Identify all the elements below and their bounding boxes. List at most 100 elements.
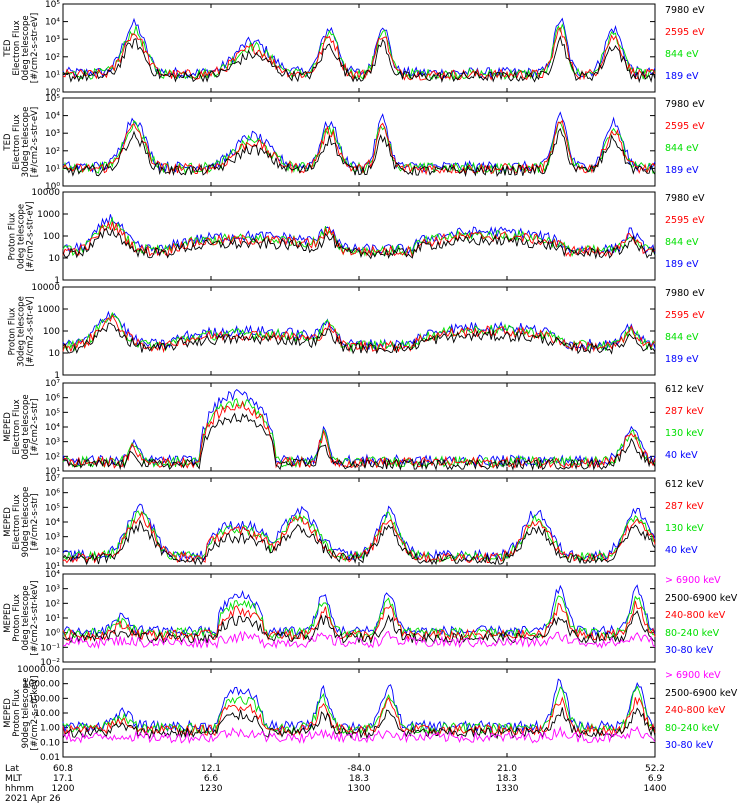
x-row-label: hhmm — [5, 784, 34, 794]
y-tick-label: 1000 — [37, 210, 60, 220]
x-tick-label: 21.0 — [496, 764, 518, 774]
legend-entry: 189 eV — [665, 259, 699, 270]
legend-entry: 240-800 keV — [665, 705, 726, 717]
legend-entry: 40 keV — [665, 450, 698, 461]
y-tick-label: 0.01 — [40, 753, 60, 763]
legend-entry: 7980 eV — [665, 288, 705, 299]
legend-entry: 287 keV — [665, 406, 704, 417]
y-tick-label: 100.00 — [29, 694, 61, 704]
y-tick-label: 10⁶ — [45, 489, 60, 499]
panel-ylabel: TED Electron Flux 0deg telescope [#/cm2-s-s… — [3, 4, 40, 92]
y-tick-label: 10⁵ — [45, 94, 60, 104]
legend-entry: 7980 eV — [665, 5, 705, 16]
legend-entry: 612 keV — [665, 384, 704, 395]
y-tick-label: 10³ — [45, 533, 60, 543]
y-tick-label: 10000 — [31, 283, 60, 293]
ylabel-line: [#/cm2-s-str] — [30, 493, 40, 551]
legend-entry: 844 eV — [665, 237, 699, 248]
y-tick-label: 10⁰ — [45, 629, 60, 639]
legend-entry: > 6900 keV — [665, 670, 721, 681]
y-tick-label: 10² — [45, 147, 60, 157]
legend-entry: > 6900 keV — [665, 575, 721, 586]
series-trace — [62, 610, 656, 645]
y-tick-label: 10³ — [45, 35, 60, 45]
legend-entry: 7980 eV — [665, 99, 705, 110]
x-tick-label: 1400 — [643, 784, 667, 794]
y-tick-label: 10¹ — [45, 467, 60, 477]
legend-entry: 2500-6900 keV — [665, 687, 738, 699]
legend-entry: 189 eV — [665, 71, 699, 82]
panel-ylabel: MEPED Electron Flux 0deg telescope [#/cm2-s… — [3, 383, 40, 471]
y-tick-label: 10² — [45, 452, 60, 462]
ylabel-line: [#/cm2-s-str-eV] — [25, 295, 36, 367]
series-trace — [62, 595, 656, 640]
panel-frame — [62, 191, 656, 281]
x-tick-label: 1230 — [199, 784, 223, 794]
panel-ylabel: MEPED Proton Flux 0deg telescope [#/cm2-s-s… — [3, 574, 40, 662]
series-trace — [62, 630, 656, 650]
y-tick-label: 10⁵ — [45, 0, 60, 10]
y-tick-label: 10.00 — [34, 709, 60, 719]
panel-frame — [62, 286, 656, 376]
legend-entry: 844 eV — [665, 332, 699, 343]
panel-frame — [62, 477, 656, 567]
x-row-label: MLT — [5, 774, 23, 784]
y-tick-label: 10¹ — [45, 164, 60, 174]
y-tick-label: 10000.00 — [17, 665, 60, 675]
series-trace — [62, 519, 656, 566]
y-tick-label: 10⁻² — [40, 658, 60, 668]
y-tick-label: 0.10 — [40, 738, 60, 748]
series-trace — [62, 397, 656, 469]
y-tick-label: 10² — [45, 599, 60, 609]
series-trace — [62, 23, 656, 81]
legend-entry: 287 keV — [665, 501, 704, 512]
y-tick-label: 10⁴ — [45, 570, 60, 580]
series-trace — [62, 221, 656, 258]
y-tick-label: 1000.00 — [23, 680, 60, 690]
ylabel-line: [#/cm2-s-str-eV] — [30, 106, 40, 178]
legend-entry: 189 eV — [665, 165, 699, 176]
legend-entry: 2595 eV — [665, 215, 705, 226]
y-tick-label: 10⁰ — [45, 88, 60, 98]
series-trace — [62, 510, 656, 563]
series-trace — [62, 35, 656, 84]
legend-entry: 612 keV — [665, 479, 704, 490]
y-tick-label: 10000 — [31, 188, 60, 198]
y-tick-label: 10⁵ — [45, 408, 60, 418]
panel-ylabel: Proton Flux 30deg telescope [#/cm2-s-str-e… — [8, 287, 36, 375]
y-tick-label: 100 — [43, 327, 60, 337]
y-tick-label: 10³ — [45, 438, 60, 448]
panel-ylabel: MEPED Electron Flux 90deg telescope [#/cm2-… — [3, 478, 40, 566]
legend-entry: 130 keV — [665, 523, 704, 534]
ylabel-line: [#/cm2-s-str-eV] — [30, 12, 40, 84]
y-tick-label: 1.00 — [40, 724, 60, 734]
legend-entry: 130 keV — [665, 428, 704, 439]
legend-entry: 240-800 keV — [665, 610, 726, 622]
y-tick-label: 10³ — [45, 129, 60, 139]
legend-entry: 2500-6900 keV — [665, 592, 738, 604]
series-trace — [62, 412, 656, 471]
y-tick-label: 1 — [54, 371, 60, 381]
x-row-label: Lat — [5, 764, 20, 774]
x-tick-label: 18.3 — [496, 774, 518, 784]
x-tick-label: 1330 — [495, 784, 519, 794]
x-tick-label: 6.9 — [647, 774, 663, 784]
y-tick-label: 10⁶ — [45, 394, 60, 404]
y-tick-label: 10⁷ — [45, 474, 60, 484]
x-tick-label: 12.1 — [200, 764, 222, 774]
legend-entry: 2595 eV — [665, 121, 705, 132]
y-tick-label: 10¹ — [45, 70, 60, 80]
legend-entry: 7980 eV — [665, 193, 705, 204]
x-tick-label: 17.1 — [52, 774, 74, 784]
panel-ylabel: Proton Flux 0deg telescope [#/cm2-s-str-eV… — [8, 192, 36, 280]
legend-entry: 30-80 keV — [665, 645, 714, 657]
series-trace — [62, 600, 656, 642]
series-trace — [62, 389, 656, 468]
legend-entry: 40 keV — [665, 545, 698, 556]
y-tick-label: 10² — [45, 547, 60, 557]
x-tick-label: 6.6 — [203, 774, 219, 784]
y-tick-label: 10⁷ — [45, 379, 60, 389]
series-trace — [62, 685, 656, 735]
y-tick-label: 10 — [49, 254, 61, 264]
series-trace — [62, 400, 656, 469]
